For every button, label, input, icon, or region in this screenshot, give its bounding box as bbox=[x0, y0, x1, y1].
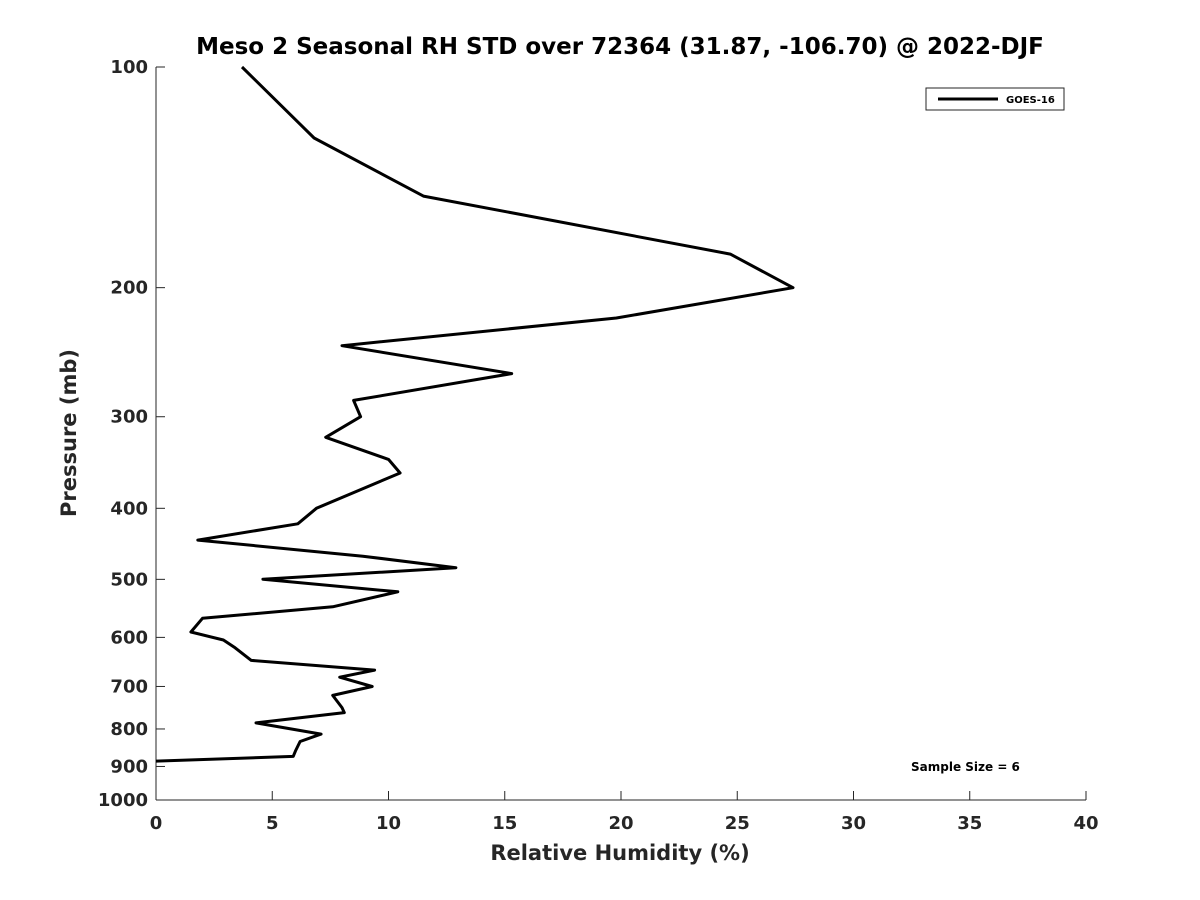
series-line-goes-16 bbox=[155, 65, 795, 763]
y-tick-label: 400 bbox=[110, 498, 148, 519]
x-tick-label: 5 bbox=[266, 813, 279, 834]
sample-size-annotation: Sample Size = 6 bbox=[911, 760, 1020, 774]
y-tick-label: 600 bbox=[110, 627, 148, 648]
y-tick-label: 900 bbox=[110, 756, 148, 777]
legend: GOES-16 bbox=[925, 87, 1065, 111]
x-tick-label: 35 bbox=[957, 813, 982, 834]
y-tick-label: 1000 bbox=[98, 790, 148, 811]
x-tick-label: 40 bbox=[1073, 813, 1098, 834]
y-tick-label: 800 bbox=[110, 719, 148, 740]
x-tick-label: 0 bbox=[150, 813, 163, 834]
x-tick-label: 30 bbox=[841, 813, 866, 834]
x-tick-label: 10 bbox=[376, 813, 401, 834]
y-tick-label: 300 bbox=[110, 407, 148, 428]
y-axis: 100 200 300 400 500 600 700 800 900 1000 bbox=[98, 57, 165, 811]
y-axis-label: Pressure (mb) bbox=[57, 349, 81, 517]
x-tick-label: 15 bbox=[492, 813, 517, 834]
legend-label: GOES-16 bbox=[1006, 95, 1055, 106]
chart-title: Meso 2 Seasonal RH STD over 72364 (31.87… bbox=[196, 34, 1044, 60]
y-tick-label: 100 bbox=[110, 57, 148, 78]
y-tick-label: 700 bbox=[110, 676, 148, 697]
series-layer bbox=[155, 65, 795, 763]
y-tick-label: 500 bbox=[110, 569, 148, 590]
x-tick-label: 20 bbox=[608, 813, 633, 834]
x-axis: 0 5 10 15 20 25 30 35 40 bbox=[150, 791, 1099, 834]
x-axis-label: Relative Humidity (%) bbox=[490, 841, 749, 865]
x-tick-label: 25 bbox=[725, 813, 750, 834]
y-tick-label: 200 bbox=[110, 278, 148, 299]
